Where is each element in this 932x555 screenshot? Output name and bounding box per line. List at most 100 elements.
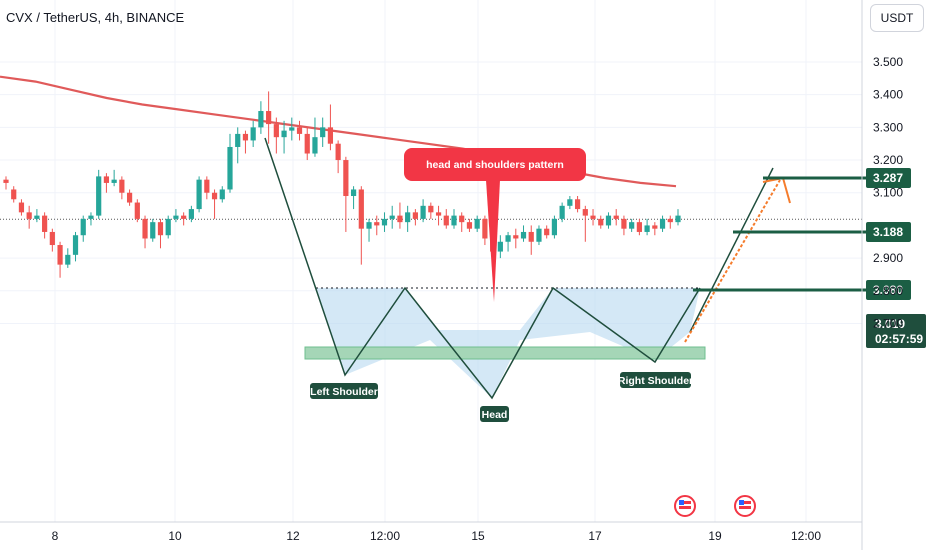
target-level-tag: [866, 222, 911, 242]
candle-body: [49, 231, 55, 246]
candle: [590, 209, 596, 226]
event-flag-stripe: [679, 506, 691, 509]
y-tick-label: 2.900: [873, 251, 903, 265]
candle: [621, 215, 627, 236]
y-tick-label: 3.100: [873, 186, 903, 200]
y-tick-label: 3.500: [873, 55, 903, 69]
event-flag-icon[interactable]: [674, 495, 696, 517]
candle: [11, 186, 17, 203]
candle: [567, 196, 573, 210]
candle-body: [482, 218, 488, 239]
candle: [312, 117, 318, 157]
current-price-label: 3.019: [875, 317, 905, 331]
pattern-lines-layer: [264, 137, 791, 400]
x-tick-label: 12:00: [370, 529, 400, 543]
candle: [57, 241, 63, 278]
candle-body: [258, 111, 264, 128]
candle: [72, 231, 79, 262]
candle: [157, 218, 164, 249]
currency-button[interactable]: USDT: [870, 4, 924, 32]
candle-body: [451, 215, 457, 226]
candle: [397, 202, 403, 229]
candle-body: [3, 179, 9, 183]
candle: [26, 205, 32, 229]
candle: [150, 218, 156, 242]
candle: [428, 202, 434, 219]
candle-body: [196, 179, 202, 210]
candle-body: [420, 205, 426, 219]
candle: [459, 212, 465, 232]
candle-body: [366, 222, 372, 229]
candle: [435, 205, 442, 226]
candle-body: [605, 215, 612, 226]
candle: [88, 212, 94, 226]
banner-text: head and shoulders pattern: [426, 159, 564, 171]
candle-body: [644, 225, 650, 232]
candle: [289, 117, 295, 141]
candles-layer: [3, 91, 681, 278]
candle-body: [219, 189, 225, 200]
candle-body: [273, 124, 279, 138]
candle: [320, 117, 326, 147]
candle: [405, 205, 411, 232]
candle: [381, 212, 388, 232]
candle: [536, 225, 542, 246]
candle-body: [165, 218, 171, 236]
candle-body: [381, 218, 388, 226]
candle-body: [405, 212, 411, 223]
candle: [366, 218, 372, 242]
candle: [613, 209, 619, 226]
candle: [374, 215, 380, 236]
candle-body: [435, 212, 442, 216]
candle-body: [80, 218, 86, 236]
candle: [466, 218, 473, 232]
projection-arrowhead: [762, 176, 791, 204]
chart-title: CVX / TetherUS, 4h, BINANCE: [6, 10, 185, 25]
candle-body: [350, 189, 357, 197]
target-level-tag: [866, 168, 911, 188]
candle: [142, 215, 148, 249]
y-tick-label: 3.300: [873, 120, 903, 134]
target-level-label: 3.188: [873, 225, 903, 239]
candle-body: [559, 205, 565, 219]
candle: [18, 199, 25, 216]
candle: [443, 209, 449, 229]
candle: [250, 120, 256, 147]
axes-layer: 3.500 3.400 3.300 3.200 3.100 2.900 2.800 2.700…: [0, 0, 903, 550]
event-flag-canton: [679, 500, 684, 505]
candle: [227, 133, 233, 193]
event-flag-stripe: [739, 506, 751, 509]
candle-body: [582, 209, 588, 216]
candle-body: [11, 189, 17, 200]
event-flag-icon[interactable]: [734, 495, 756, 517]
candle-body: [134, 202, 140, 219]
candle-body: [536, 228, 542, 242]
candle-body: [443, 215, 449, 226]
target-level-label: 3.080: [873, 283, 903, 297]
candle: [474, 215, 480, 232]
candle-body: [389, 215, 395, 219]
candle-body: [250, 127, 256, 141]
candle-body: [598, 218, 604, 226]
candle-body: [412, 212, 418, 219]
candle-body: [629, 222, 635, 229]
candle-body: [88, 215, 94, 219]
candle: [96, 169, 102, 219]
candle-body: [567, 199, 573, 206]
banner-box: [404, 148, 586, 181]
candle: [574, 196, 581, 213]
candle-body: [374, 222, 380, 226]
projection-arrow-line: [684, 179, 781, 343]
candle-body: [126, 192, 133, 203]
candle-body: [65, 254, 71, 265]
candle: [165, 215, 171, 239]
candle: [111, 169, 117, 187]
candle-body: [96, 176, 102, 216]
candle-body: [42, 215, 48, 232]
banner-pointer: [486, 180, 500, 302]
candle: [652, 222, 658, 236]
right-shoulder-label-box: [620, 372, 691, 388]
candle: [389, 205, 395, 229]
